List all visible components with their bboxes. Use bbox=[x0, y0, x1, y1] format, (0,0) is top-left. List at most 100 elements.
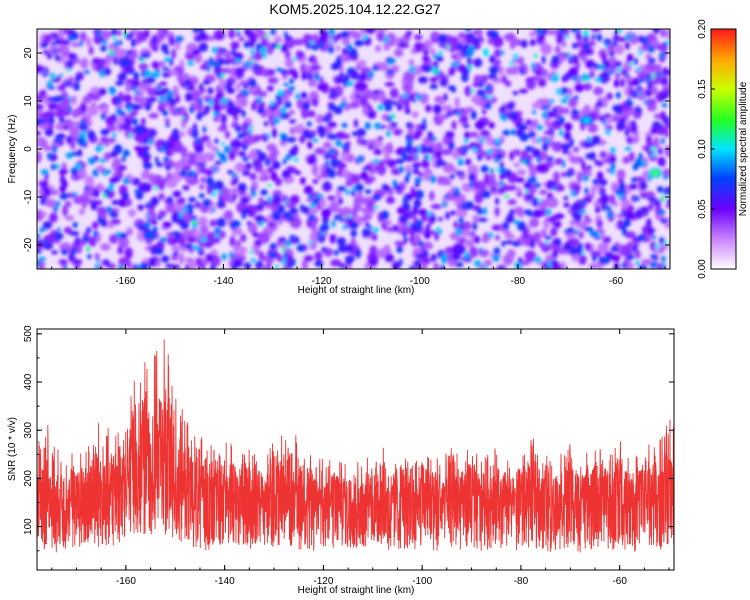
heat-speckle bbox=[377, 61, 387, 69]
heat-speckle bbox=[235, 125, 242, 133]
heat-speckle bbox=[213, 29, 225, 41]
heat-speckle bbox=[596, 219, 603, 228]
heat-speckle bbox=[532, 231, 541, 243]
heat-speckle bbox=[478, 81, 485, 88]
heat-speckle bbox=[594, 63, 600, 70]
x-tick-label: -80 bbox=[514, 576, 529, 587]
heat-speckle bbox=[663, 241, 668, 246]
heat-speckle bbox=[67, 52, 75, 59]
heat-speckle bbox=[157, 85, 162, 91]
heat-speckle bbox=[353, 118, 359, 128]
heat-speckle bbox=[72, 108, 78, 117]
heat-speckle bbox=[159, 95, 166, 103]
heat-speckle bbox=[646, 227, 656, 233]
heat-speckle bbox=[343, 31, 349, 36]
heat-speckle bbox=[46, 53, 53, 60]
heat-speckle bbox=[206, 232, 212, 245]
heat-speckle bbox=[439, 75, 449, 81]
heat-speckle bbox=[385, 130, 392, 137]
heat-speckle bbox=[412, 168, 420, 175]
heat-speckle bbox=[576, 220, 588, 230]
heat-speckle bbox=[121, 192, 130, 201]
heat-speckle bbox=[483, 207, 487, 215]
heat-speckle bbox=[562, 243, 572, 252]
x-tick-label: -140 bbox=[215, 576, 235, 587]
snr-panel: -160 -140 -120 -100 -80 -60 100 200 300 400 500 H… bbox=[7, 325, 675, 596]
heat-speckle bbox=[215, 92, 225, 100]
heat-speckle bbox=[492, 253, 500, 262]
heat-speckle bbox=[621, 212, 627, 217]
x-tick-label: -160 bbox=[116, 576, 136, 587]
heat-speckle bbox=[274, 264, 279, 269]
colorbar-tick-label: 0.15 bbox=[697, 79, 708, 99]
heat-speckle bbox=[172, 190, 182, 198]
heat-speckle bbox=[632, 163, 639, 171]
heat-speckle bbox=[586, 136, 591, 143]
heat-speckle bbox=[430, 203, 442, 210]
heat-speckle bbox=[508, 101, 514, 111]
heat-speckle bbox=[377, 103, 384, 111]
heat-speckle bbox=[596, 171, 604, 181]
heat-speckle bbox=[497, 181, 505, 186]
heat-speckle bbox=[396, 225, 404, 235]
heat-speckle bbox=[289, 109, 295, 115]
heat-speckle bbox=[546, 197, 559, 208]
heat-speckle bbox=[316, 194, 324, 199]
heat-speckle bbox=[636, 67, 641, 72]
colorbar-tick-label: 0.00 bbox=[697, 259, 708, 279]
heat-speckle bbox=[405, 109, 411, 115]
heat-speckle bbox=[652, 29, 661, 34]
heat-speckle bbox=[97, 36, 105, 42]
heat-speckle bbox=[665, 202, 670, 209]
heat-speckle bbox=[440, 255, 448, 264]
heat-speckle bbox=[405, 30, 413, 36]
heat-speckle bbox=[145, 202, 151, 208]
heat-speckle bbox=[483, 259, 493, 267]
heat-speckle bbox=[441, 200, 448, 208]
heat-speckle bbox=[612, 39, 618, 47]
heat-speckle bbox=[464, 106, 475, 113]
heat-speckle bbox=[211, 191, 216, 197]
heat-speckle bbox=[38, 256, 46, 262]
heat-speckle bbox=[174, 94, 181, 104]
heat-speckle bbox=[292, 157, 299, 162]
heat-speckle bbox=[376, 248, 388, 259]
heat-speckle bbox=[112, 132, 117, 139]
heat-speckle bbox=[337, 186, 347, 192]
heat-speckle bbox=[654, 63, 662, 74]
heat-speckle bbox=[372, 233, 378, 242]
heat-speckle bbox=[74, 259, 83, 265]
heat-speckle bbox=[151, 219, 158, 226]
heat-speckle bbox=[586, 165, 592, 170]
heat-speckle bbox=[179, 253, 185, 265]
heat-speckle bbox=[235, 245, 248, 256]
heat-speckle bbox=[123, 177, 130, 185]
heat-speckle bbox=[78, 40, 84, 47]
heat-speckle bbox=[70, 42, 82, 48]
heat-speckle bbox=[656, 44, 669, 51]
x-tick-label: -140 bbox=[213, 276, 233, 287]
heat-speckle bbox=[470, 89, 475, 93]
heat-speckle bbox=[487, 37, 494, 45]
heat-speckle bbox=[489, 30, 499, 40]
heat-speckle bbox=[64, 80, 72, 87]
heat-speckle bbox=[117, 265, 125, 269]
heat-speckle bbox=[346, 81, 354, 87]
heat-speckle bbox=[90, 201, 98, 211]
heat-speckle bbox=[542, 111, 548, 119]
heat-speckle bbox=[202, 79, 211, 85]
heat-speckle bbox=[255, 160, 262, 166]
heat-speckle bbox=[346, 141, 351, 146]
heat-speckle bbox=[117, 164, 127, 171]
heat-speckle bbox=[367, 225, 373, 230]
spectrogram-y-label: Frequency (Hz) bbox=[7, 115, 18, 184]
heat-speckle bbox=[500, 167, 506, 175]
heat-speckle bbox=[516, 169, 526, 176]
heat-speckle bbox=[325, 153, 330, 160]
snr-y-label: SNR (10 * v/v) bbox=[7, 417, 18, 481]
heat-speckle bbox=[234, 101, 241, 108]
heat-speckle bbox=[472, 147, 478, 152]
heat-speckle bbox=[590, 185, 596, 198]
heat-speckle bbox=[327, 168, 336, 179]
heat-speckle bbox=[88, 45, 94, 56]
